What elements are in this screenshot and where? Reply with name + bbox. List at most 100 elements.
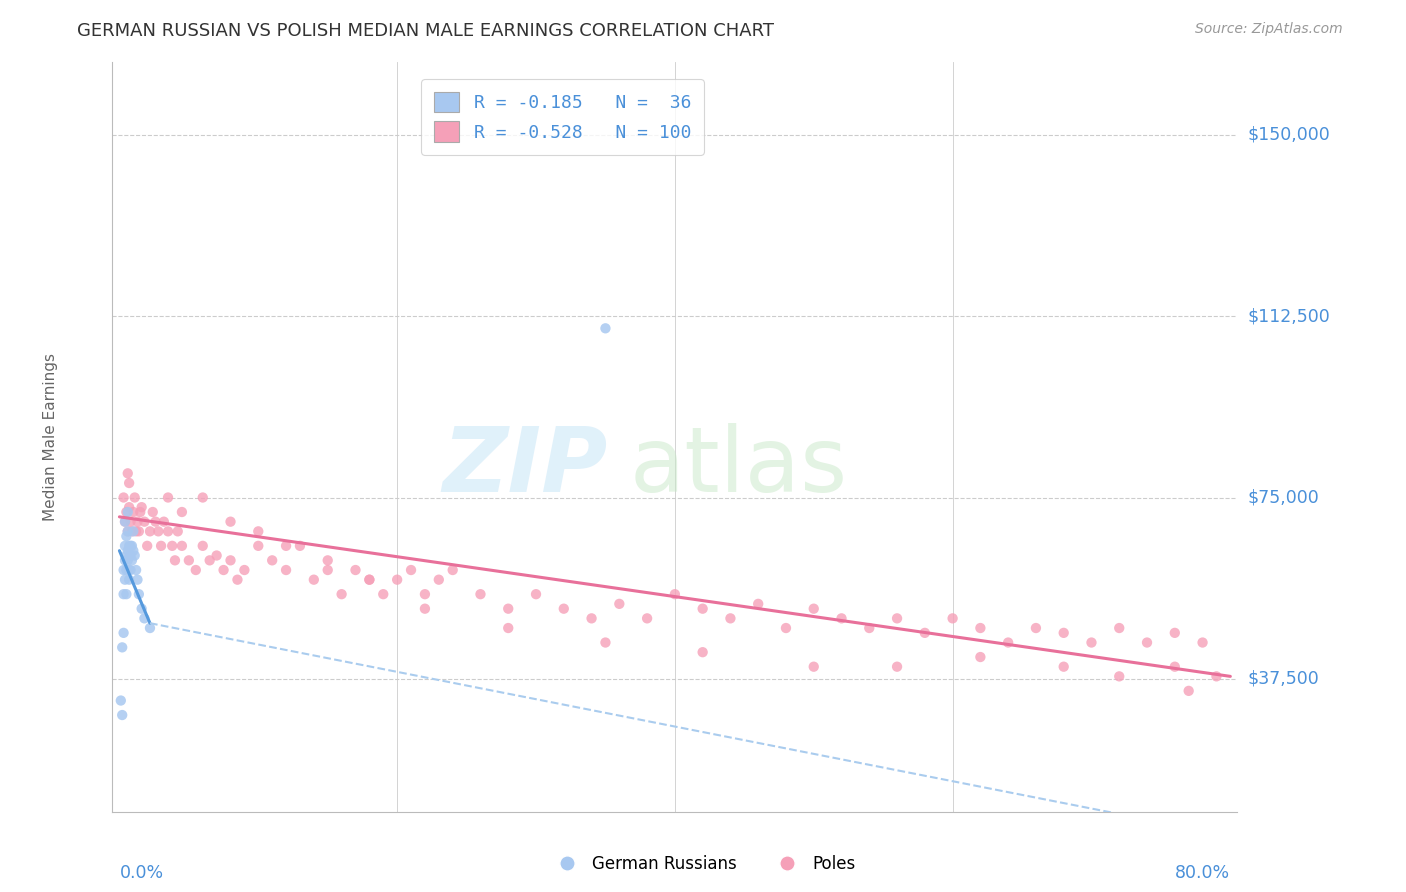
Text: 80.0%: 80.0% (1175, 864, 1230, 882)
Point (316, 563, 339, 577)
Point (139, 524, 162, 539)
Point (720, 611, 742, 625)
Point (114, 515, 136, 529)
Point (142, 505, 165, 519)
Point (191, 539, 214, 553)
Point (111, 640, 134, 655)
Text: Median Male Earnings: Median Male Earnings (44, 353, 58, 521)
Point (553, 601, 575, 615)
Point (117, 467, 139, 481)
Point (118, 475, 141, 490)
Point (1177, 684, 1199, 698)
Point (302, 573, 325, 587)
Point (205, 549, 228, 563)
Point (595, 635, 617, 649)
Point (1205, 669, 1227, 683)
Point (886, 611, 908, 625)
Point (524, 587, 547, 601)
Point (607, 597, 630, 611)
Point (153, 515, 176, 529)
Text: GERMAN RUSSIAN VS POLISH MEDIAN MALE EARNINGS CORRELATION CHART: GERMAN RUSSIAN VS POLISH MEDIAN MALE EAR… (77, 22, 775, 40)
Point (120, 563, 142, 577)
Point (413, 601, 436, 615)
Point (117, 553, 139, 567)
Point (247, 524, 270, 539)
Point (969, 650, 991, 665)
Point (128, 587, 150, 601)
Point (127, 573, 149, 587)
Point (112, 563, 135, 577)
Point (191, 491, 214, 505)
Point (128, 524, 150, 539)
Point (121, 524, 143, 539)
Point (359, 573, 381, 587)
Point (139, 621, 162, 635)
Point (803, 601, 825, 615)
Point (118, 500, 141, 515)
Point (1108, 669, 1130, 683)
Point (247, 539, 270, 553)
Text: $75,000: $75,000 (1247, 489, 1319, 507)
Point (1080, 635, 1102, 649)
Point (111, 708, 134, 723)
Point (112, 491, 135, 505)
Point (1025, 621, 1047, 635)
Point (118, 539, 141, 553)
Point (117, 505, 139, 519)
Point (114, 553, 136, 567)
Point (1136, 635, 1159, 649)
Text: 0.0%: 0.0% (120, 864, 163, 882)
Point (134, 611, 156, 625)
Point (114, 539, 136, 553)
Point (399, 563, 422, 577)
Point (413, 587, 436, 601)
Point (1053, 659, 1076, 673)
Point (170, 505, 193, 519)
Text: $150,000: $150,000 (1247, 126, 1330, 144)
Point (115, 529, 138, 543)
Point (1164, 659, 1187, 673)
Point (136, 539, 159, 553)
Point (1108, 621, 1130, 635)
Point (316, 553, 339, 567)
Point (747, 597, 769, 611)
Point (125, 524, 148, 539)
Point (198, 553, 221, 567)
Point (775, 621, 797, 635)
Point (1191, 635, 1213, 649)
Point (117, 524, 139, 539)
Point (664, 587, 686, 601)
Point (692, 601, 714, 615)
Point (115, 549, 138, 563)
Point (942, 611, 965, 625)
Point (831, 611, 853, 625)
Text: $112,500: $112,500 (1247, 307, 1330, 326)
Legend: German Russians, Poles: German Russians, Poles (544, 848, 862, 880)
Point (134, 515, 156, 529)
Point (330, 587, 353, 601)
Point (115, 563, 138, 577)
Point (184, 563, 207, 577)
Point (166, 524, 188, 539)
Point (359, 573, 381, 587)
Point (636, 611, 658, 625)
Point (858, 621, 880, 635)
Point (344, 563, 367, 577)
Point (124, 491, 146, 505)
Point (212, 563, 235, 577)
Point (274, 563, 297, 577)
Point (114, 515, 136, 529)
Point (120, 515, 142, 529)
Point (1164, 625, 1187, 640)
Point (131, 601, 153, 615)
Legend: R = -0.185   N =  36, R = -0.528   N = 100: R = -0.185 N = 36, R = -0.528 N = 100 (422, 79, 703, 155)
Point (112, 625, 135, 640)
Point (160, 539, 183, 553)
Point (581, 611, 603, 625)
Point (121, 553, 143, 567)
Point (157, 491, 180, 505)
Point (129, 505, 152, 519)
Point (427, 573, 450, 587)
Point (803, 659, 825, 673)
Point (150, 539, 173, 553)
